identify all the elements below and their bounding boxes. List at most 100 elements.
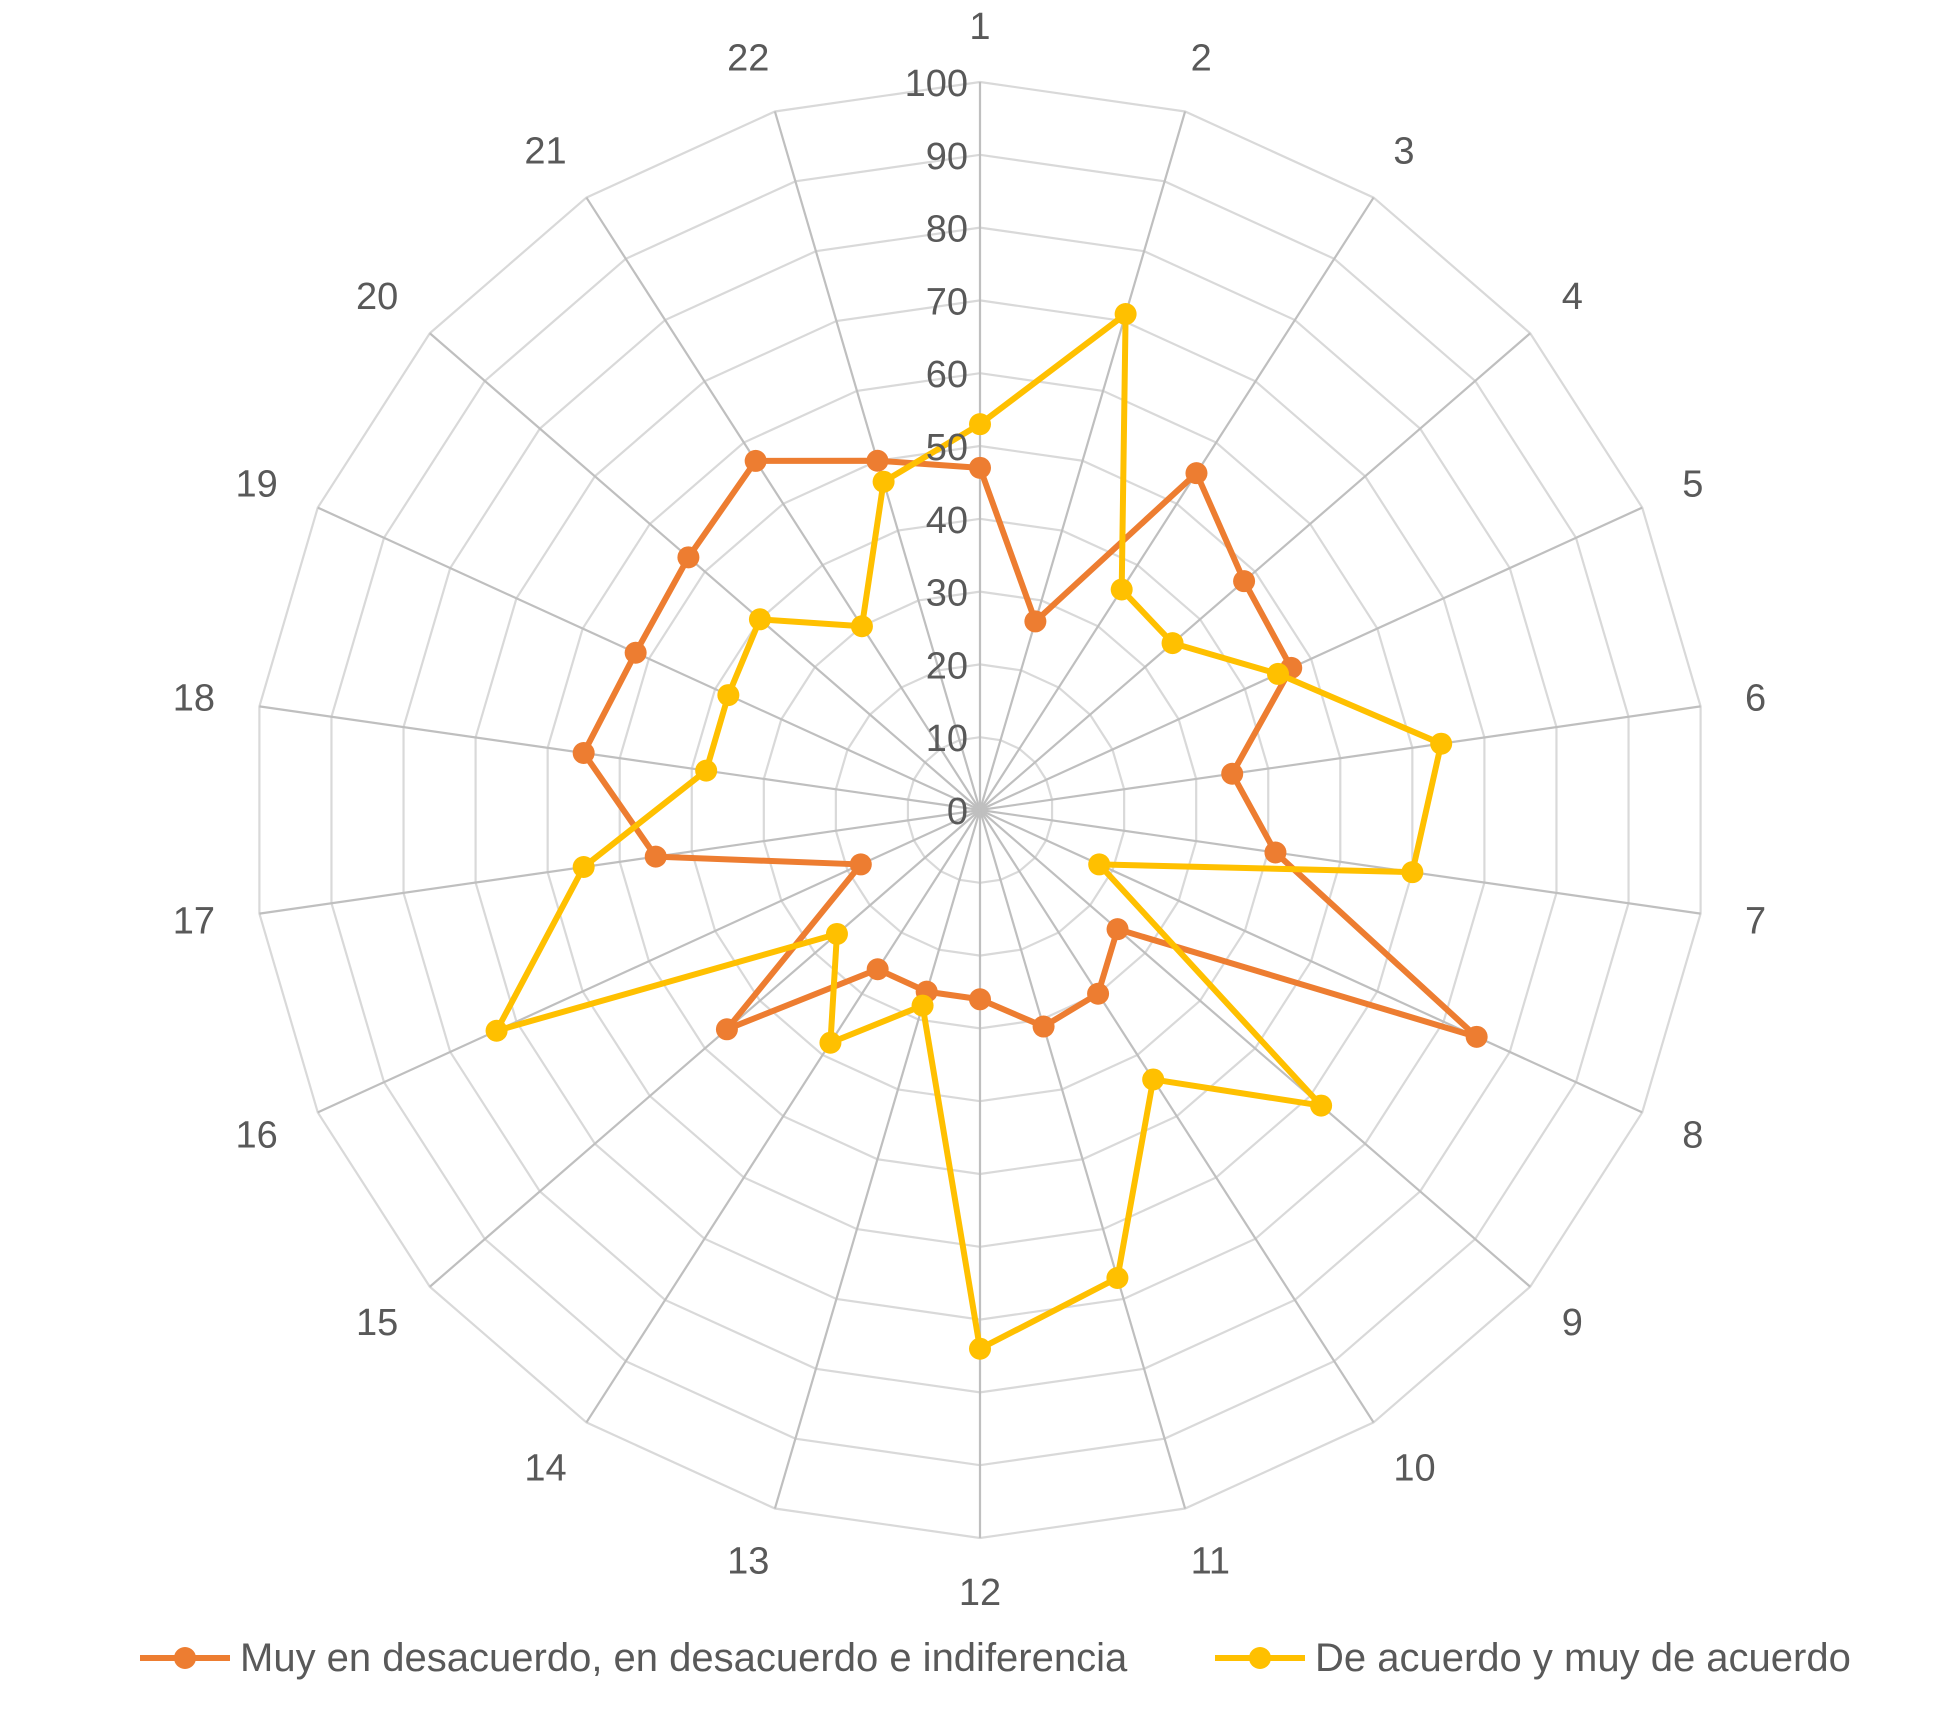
data-point — [849, 853, 872, 876]
legend-label: De acuerdo y muy de acuerdo — [1315, 1636, 1851, 1680]
data-point — [1024, 610, 1047, 633]
category-label-10: 10 — [1393, 1448, 1435, 1490]
data-point — [1221, 762, 1244, 785]
category-label-12: 12 — [959, 1572, 1001, 1614]
data-point — [1087, 982, 1110, 1005]
category-label-22: 22 — [727, 38, 769, 80]
data-point — [866, 449, 889, 472]
data-point — [850, 615, 873, 638]
category-label-2: 2 — [1191, 38, 1212, 80]
data-point — [911, 994, 934, 1017]
data-point — [485, 1019, 508, 1042]
data-point — [1032, 1015, 1055, 1038]
spoke-2 — [978, 111, 1187, 811]
legend: Muy en desacuerdo, en desacuerdo e indif… — [140, 1636, 1851, 1680]
data-point — [748, 608, 771, 631]
spoke-8 — [979, 808, 1643, 1114]
category-label-19: 19 — [235, 464, 277, 506]
data-point — [1233, 570, 1256, 593]
category-label-18: 18 — [173, 678, 215, 720]
category-label-4: 4 — [1562, 276, 1583, 318]
legend-label: Muy en desacuerdo, en desacuerdo e indif… — [240, 1636, 1128, 1680]
category-label-16: 16 — [235, 1114, 277, 1156]
legend-item-2: De acuerdo y muy de acuerdo — [1215, 1636, 1851, 1680]
data-point — [872, 470, 895, 493]
spoke-9 — [979, 809, 1531, 1288]
tick-label: 60 — [926, 354, 968, 396]
legend-marker — [1249, 1647, 1271, 1669]
data-point — [1106, 1267, 1129, 1290]
tick-label: 80 — [926, 209, 968, 251]
spoke-14 — [585, 809, 981, 1424]
data-point — [715, 1018, 738, 1041]
spoke-11 — [978, 809, 1187, 1509]
data-point — [572, 742, 595, 765]
data-point — [819, 1031, 842, 1054]
data-point — [572, 855, 595, 878]
spoke-20 — [429, 332, 981, 811]
data-point — [1310, 1094, 1333, 1117]
data-point — [1264, 841, 1287, 864]
spoke-15 — [429, 809, 981, 1288]
data-point — [866, 958, 889, 981]
category-label-14: 14 — [524, 1448, 566, 1490]
data-point — [1266, 662, 1289, 685]
spoke-21 — [585, 196, 981, 811]
data-point — [1430, 732, 1453, 755]
spoke-13 — [773, 809, 982, 1509]
spoke-3 — [979, 196, 1375, 811]
spoke-18 — [259, 705, 981, 812]
category-label-15: 15 — [356, 1302, 398, 1344]
spoke-19 — [317, 506, 981, 812]
series-2 — [485, 303, 1453, 1360]
tick-label: 30 — [926, 573, 968, 615]
data-point — [1088, 853, 1111, 876]
category-label-9: 9 — [1562, 1302, 1583, 1344]
radar-series — [485, 303, 1488, 1360]
data-point — [969, 413, 991, 436]
tick-label: 90 — [926, 136, 968, 178]
data-point — [969, 988, 991, 1011]
tick-label: 100 — [905, 63, 968, 105]
spoke-4 — [979, 332, 1531, 811]
series-1 — [572, 449, 1488, 1048]
data-point — [1142, 1068, 1165, 1091]
data-point — [1106, 918, 1129, 941]
data-point — [1114, 303, 1137, 326]
data-point — [1185, 462, 1208, 485]
legend-item-1: Muy en desacuerdo, en desacuerdo e indif… — [140, 1636, 1128, 1680]
category-label-3: 3 — [1393, 130, 1414, 172]
spoke-10 — [979, 809, 1375, 1424]
category-label-8: 8 — [1682, 1114, 1703, 1156]
data-point — [695, 759, 718, 782]
legend-marker — [174, 1647, 196, 1669]
tick-label: 70 — [926, 281, 968, 323]
data-point — [677, 546, 700, 569]
tick-labels: 0 10 20 30 40 50 60 70 80 90 100 — [905, 63, 968, 833]
data-point — [744, 449, 767, 472]
data-point — [969, 456, 991, 479]
data-point — [825, 922, 848, 945]
data-point — [1401, 861, 1424, 884]
category-label-13: 13 — [727, 1540, 769, 1582]
data-point — [1110, 578, 1133, 601]
category-label-5: 5 — [1682, 464, 1703, 506]
data-point — [624, 641, 647, 664]
category-label-1: 1 — [969, 6, 990, 48]
data-point — [717, 684, 740, 707]
spoke-7 — [979, 808, 1701, 915]
radar-spokes — [259, 82, 1701, 1538]
tick-label: 50 — [926, 427, 968, 469]
tick-label: 10 — [926, 718, 968, 760]
tick-label: 40 — [926, 500, 968, 542]
spoke-5 — [979, 506, 1643, 812]
data-point — [644, 845, 667, 868]
data-point — [1465, 1025, 1488, 1048]
category-label-6: 6 — [1745, 678, 1766, 720]
tick-label: 20 — [926, 645, 968, 687]
category-label-21: 21 — [524, 130, 566, 172]
spoke-17 — [259, 808, 981, 915]
